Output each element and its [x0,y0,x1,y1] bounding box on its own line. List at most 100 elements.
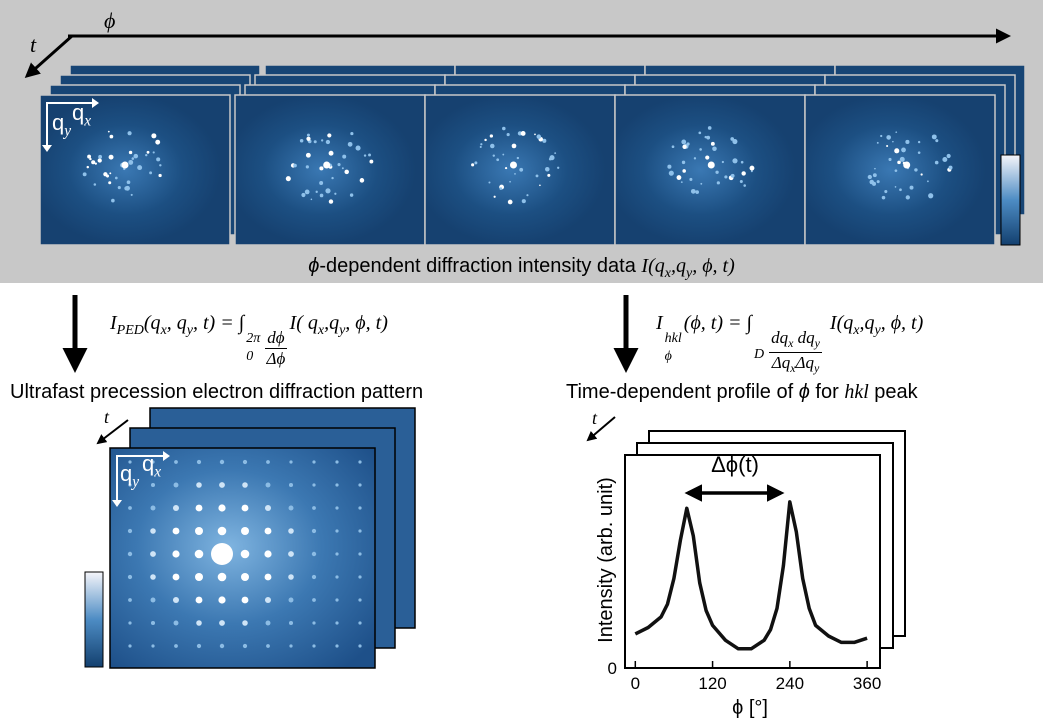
spot [554,152,556,154]
equation-ped: IPED(qx, qy, t) = ∫2π0dϕΔϕI( qx,qy, ϕ, t… [110,312,388,369]
spot [242,482,248,488]
spot [149,171,152,174]
spot [158,174,161,177]
spot [502,154,504,156]
spot [935,161,939,165]
text-piece: y [814,361,819,375]
x-tick-label: 120 [698,674,726,693]
text-piece: dq [793,328,814,347]
spot [741,171,745,175]
text-piece: x [84,112,91,129]
spot [899,188,902,191]
spot [265,574,272,581]
spot [150,574,156,580]
qy-label: qy [120,461,139,491]
spot [549,158,552,161]
spot [241,527,249,535]
spot [312,483,315,486]
spot [537,134,542,139]
text-piece: Ultrafast precession electron diffractio… [10,381,423,403]
spot [195,550,204,559]
spot [935,139,938,142]
y-tick-label: 0 [608,659,617,678]
spot [127,131,131,135]
t-label: t [104,407,110,427]
spot [905,140,909,144]
x-axis-label: ϕ [°] [732,697,768,719]
spot [110,135,114,139]
spot [706,136,710,140]
spot [242,505,249,512]
upper [754,329,764,345]
spot [312,529,316,533]
spot [314,140,317,143]
spot [108,181,111,184]
text-piece: Δq [796,353,814,372]
spot [151,506,156,511]
spot [877,180,880,183]
text-piece: -dependent diffraction intensity data [319,255,641,277]
spot [307,134,310,137]
spot [219,620,225,626]
spot [494,196,496,198]
spot [895,169,898,172]
text-piece: 0 [246,349,253,364]
text-piece: y [64,122,71,139]
text-piece: , ϕ, t) [881,312,924,334]
phi-label: ϕ [104,8,115,33]
text-piece: Δϕ [266,349,285,368]
spot [325,188,330,193]
qx-label: qx [72,100,91,130]
spot [358,460,361,463]
spot [118,186,121,189]
spot [358,575,361,578]
spot [127,180,131,184]
spot [350,193,353,196]
spot [918,141,920,143]
spot [732,158,737,163]
spot [151,598,156,603]
text-piece: dq [771,328,788,347]
spot [731,174,735,178]
spot [740,180,743,183]
spot [942,157,947,162]
spot [312,644,315,647]
spot [174,483,179,488]
spot [677,175,682,180]
fraction: dϕΔϕ [265,328,286,369]
spot [882,196,886,200]
text-piece: x [154,463,161,480]
spot [320,194,324,198]
spot [722,161,724,163]
spot [159,164,161,166]
limits: 2π0 [246,329,260,363]
lower: Δϕ [266,349,285,369]
spot [901,148,906,153]
spot [877,142,879,144]
spot [288,528,294,534]
qx-label: qx [142,451,161,481]
spot [128,598,132,602]
spot [264,550,271,557]
spot [557,167,559,169]
spot [147,151,150,154]
spot [173,574,180,581]
spot [174,621,179,626]
spot [128,552,132,556]
lower: 0 [246,347,260,365]
spot [265,528,272,535]
spot [892,141,894,143]
spot [150,551,156,557]
qy-label: qy [52,110,71,140]
spot [196,620,202,626]
spot [319,166,323,170]
spot [174,460,178,464]
spot [151,133,156,138]
spot [342,167,344,169]
spot [109,155,114,160]
spot [241,550,250,559]
spot [218,527,227,536]
lower: ΔqxΔqy [772,353,820,376]
spot [691,189,696,194]
spot [219,482,225,488]
